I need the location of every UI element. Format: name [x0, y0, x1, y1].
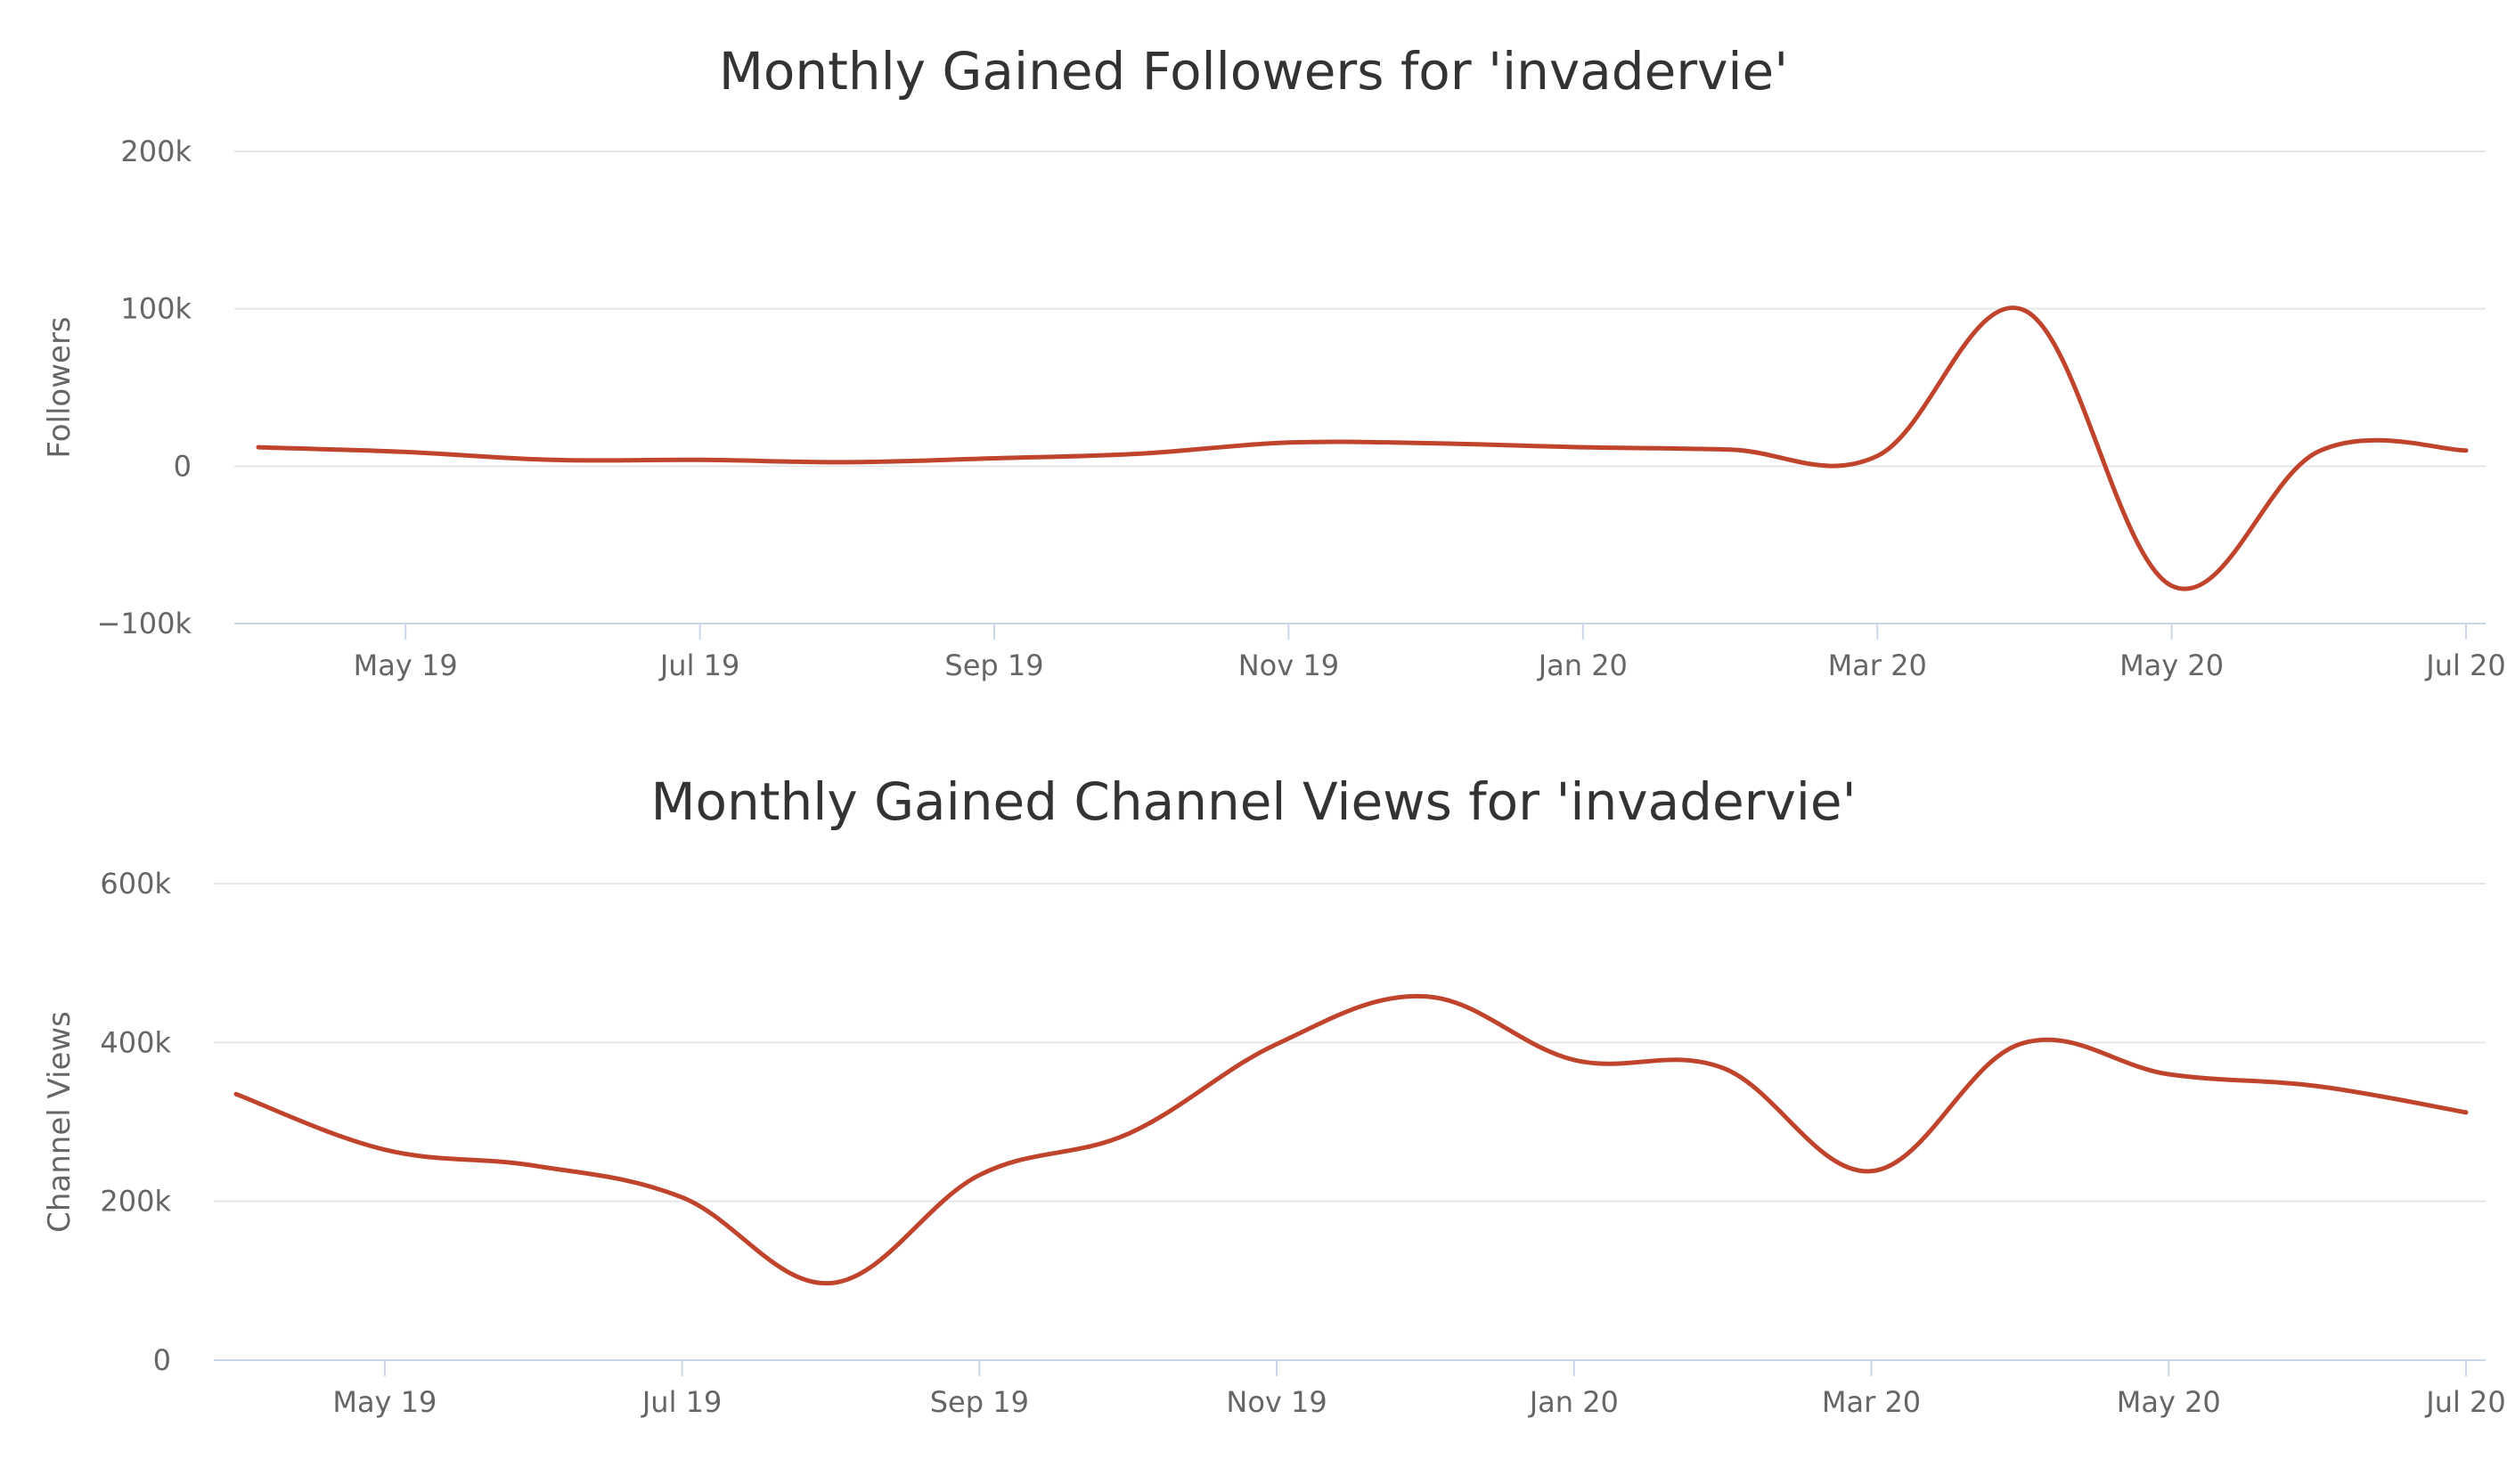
followers-x-tick-label: May 19 — [354, 648, 458, 682]
views-y-tick-label: 600k — [100, 867, 171, 901]
views-y-tick-label: 0 — [153, 1343, 171, 1377]
followers-chart: Monthly Gained Followers for 'invadervie… — [42, 41, 2506, 682]
followers-x-tick-label: Jul 20 — [2424, 648, 2506, 682]
followers-y-tick-label: −100k — [97, 607, 192, 640]
followers-x-tick-label: Mar 20 — [1828, 648, 1927, 682]
views-x-tick-label: May 20 — [2117, 1385, 2221, 1419]
followers-y-tick-label: 0 — [174, 449, 192, 483]
followers-x-tick-label: Jul 19 — [658, 648, 740, 682]
followers-y-axis-label: Followers — [42, 316, 78, 458]
followers-x-tick-label: May 20 — [2119, 648, 2224, 682]
followers-x-tick-label: Jan 20 — [1537, 648, 1628, 682]
followers-x-tick-label: Sep 19 — [944, 648, 1043, 682]
views-y-axis-label: Channel Views — [42, 1011, 78, 1233]
followers-x-tick-label: Nov 19 — [1238, 648, 1339, 682]
channel-views-chart: Monthly Gained Channel Views for 'invade… — [42, 771, 2506, 1419]
followers-y-tick-label: 100k — [120, 292, 192, 326]
views-x-tick-label: Nov 19 — [1226, 1385, 1327, 1419]
followers-chart-title: Monthly Gained Followers for 'invadervie… — [719, 41, 1788, 102]
followers-y-tick-label: 200k — [120, 135, 192, 168]
views-x-tick-label: Sep 19 — [930, 1385, 1029, 1419]
views-x-tick-label: May 19 — [332, 1385, 437, 1419]
followers-series-line — [256, 306, 2469, 591]
views-y-tick-label: 400k — [100, 1025, 171, 1059]
views-x-tick-label: Jul 20 — [2424, 1385, 2506, 1419]
views-chart-title: Monthly Gained Channel Views for 'invade… — [650, 771, 1856, 832]
views-y-tick-label: 200k — [100, 1185, 171, 1219]
views-series-line — [233, 993, 2469, 1286]
views-x-tick-label: Jan 20 — [1528, 1385, 1619, 1419]
views-x-tick-label: Jul 19 — [641, 1385, 723, 1419]
views-x-tick-label: Mar 20 — [1822, 1385, 1921, 1419]
